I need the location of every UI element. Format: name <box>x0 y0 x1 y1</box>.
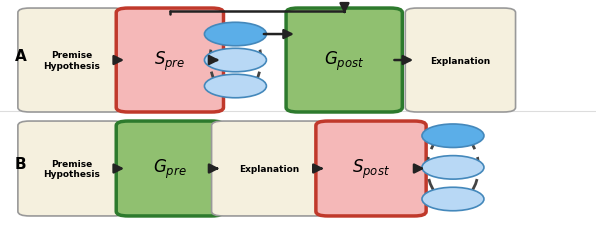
FancyBboxPatch shape <box>18 9 125 112</box>
Ellipse shape <box>422 124 484 148</box>
FancyBboxPatch shape <box>405 9 516 112</box>
Text: Premise
Hypothesis: Premise Hypothesis <box>43 51 100 70</box>
Text: A: A <box>15 49 27 64</box>
FancyBboxPatch shape <box>286 9 402 112</box>
Text: Explanation: Explanation <box>240 164 300 173</box>
Text: $S_{post}$: $S_{post}$ <box>352 157 390 180</box>
Ellipse shape <box>422 187 484 211</box>
Text: $G_{pre}$: $G_{pre}$ <box>153 157 187 180</box>
FancyBboxPatch shape <box>116 122 224 216</box>
FancyBboxPatch shape <box>212 122 328 216</box>
Text: Premise
Hypothesis: Premise Hypothesis <box>43 159 100 178</box>
Ellipse shape <box>204 75 266 98</box>
FancyBboxPatch shape <box>316 122 426 216</box>
FancyBboxPatch shape <box>116 9 224 112</box>
Text: Explanation: Explanation <box>430 56 491 65</box>
Ellipse shape <box>204 23 266 47</box>
Ellipse shape <box>422 156 484 179</box>
FancyBboxPatch shape <box>18 122 125 216</box>
Text: $G_{post}$: $G_{post}$ <box>324 49 364 72</box>
Text: B: B <box>15 157 27 172</box>
Text: $S_{pre}$: $S_{pre}$ <box>154 49 185 72</box>
Ellipse shape <box>204 49 266 72</box>
